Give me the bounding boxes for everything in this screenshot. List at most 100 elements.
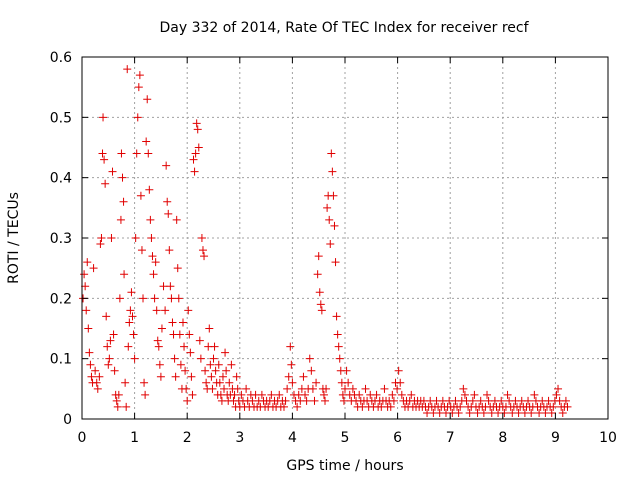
data-point bbox=[170, 354, 179, 363]
data-point bbox=[208, 384, 217, 393]
data-point bbox=[200, 252, 209, 261]
data-point bbox=[140, 378, 149, 387]
data-point bbox=[327, 149, 336, 158]
data-point bbox=[332, 312, 341, 321]
data-point bbox=[312, 378, 321, 387]
data-point bbox=[157, 324, 166, 333]
data-point bbox=[154, 342, 163, 351]
data-point bbox=[147, 234, 156, 242]
data-point bbox=[178, 318, 187, 327]
data-point bbox=[222, 366, 231, 375]
data-point bbox=[132, 149, 141, 158]
data-point bbox=[120, 270, 129, 279]
data-point bbox=[561, 396, 570, 405]
data-point bbox=[97, 234, 106, 242]
y-axis-label: ROTI / TECUs bbox=[6, 192, 22, 284]
data-point bbox=[299, 372, 308, 381]
data-point bbox=[310, 396, 319, 405]
data-point bbox=[84, 324, 93, 333]
data-point bbox=[108, 167, 117, 176]
data-point bbox=[192, 119, 201, 128]
data-point bbox=[121, 378, 130, 387]
data-point bbox=[196, 354, 205, 363]
data-point bbox=[136, 191, 145, 200]
data-point bbox=[328, 167, 337, 176]
data-point bbox=[112, 396, 121, 405]
data-point bbox=[137, 246, 146, 255]
data-point bbox=[547, 408, 556, 417]
y-tick-label: 0.3 bbox=[50, 231, 72, 247]
data-point bbox=[101, 179, 110, 188]
data-point bbox=[233, 384, 242, 393]
x-tick-label: 8 bbox=[498, 430, 507, 446]
data-point bbox=[315, 288, 324, 297]
data-point bbox=[380, 384, 389, 393]
data-point bbox=[95, 372, 104, 381]
data-point bbox=[180, 342, 189, 351]
data-point bbox=[86, 360, 95, 369]
data-point bbox=[167, 294, 176, 303]
data-point bbox=[456, 402, 465, 411]
data-point bbox=[194, 143, 203, 152]
data-point bbox=[119, 197, 128, 206]
data-point bbox=[162, 161, 171, 170]
data-point bbox=[106, 336, 115, 345]
data-point bbox=[185, 330, 194, 339]
data-point bbox=[215, 378, 224, 387]
data-point bbox=[116, 215, 125, 224]
data-point bbox=[558, 408, 567, 417]
data-point bbox=[183, 396, 192, 405]
data-point bbox=[96, 240, 105, 249]
data-point bbox=[218, 372, 227, 381]
data-point bbox=[99, 113, 108, 122]
data-point bbox=[144, 149, 153, 158]
data-point bbox=[302, 396, 311, 405]
data-point bbox=[220, 384, 229, 393]
data-point bbox=[125, 318, 134, 327]
data-point bbox=[468, 396, 477, 405]
data-point bbox=[201, 366, 210, 375]
data-point bbox=[202, 378, 211, 387]
data-point bbox=[326, 240, 335, 249]
data-point bbox=[330, 221, 339, 230]
x-tick-label: 9 bbox=[551, 430, 560, 446]
data-point bbox=[257, 390, 266, 399]
data-point bbox=[206, 360, 215, 369]
y-tick-label: 0.5 bbox=[50, 110, 72, 126]
y-tick-label: 0.6 bbox=[50, 50, 72, 66]
data-point bbox=[530, 390, 539, 399]
data-point bbox=[361, 384, 370, 393]
data-point bbox=[283, 384, 292, 393]
data-point bbox=[325, 215, 334, 224]
x-tick-label: 2 bbox=[183, 430, 192, 446]
data-point bbox=[237, 390, 246, 399]
data-point bbox=[173, 264, 182, 273]
data-point bbox=[341, 384, 349, 393]
data-point bbox=[89, 264, 98, 273]
y-tick-label: 0.2 bbox=[50, 291, 72, 307]
data-point bbox=[314, 252, 323, 261]
data-point bbox=[175, 330, 184, 339]
data-point bbox=[331, 258, 340, 267]
data-point bbox=[355, 390, 364, 399]
data-point bbox=[386, 402, 395, 411]
data-point bbox=[479, 408, 488, 417]
data-point bbox=[155, 360, 164, 369]
data-point bbox=[130, 354, 139, 363]
data-point bbox=[135, 71, 144, 80]
data-point bbox=[563, 402, 572, 411]
data-point bbox=[191, 149, 200, 158]
data-point bbox=[308, 384, 317, 393]
data-point bbox=[113, 402, 122, 411]
data-point bbox=[288, 378, 297, 387]
data-point bbox=[187, 372, 196, 381]
data-point bbox=[176, 360, 185, 369]
data-point bbox=[524, 396, 533, 405]
data-point bbox=[82, 306, 91, 315]
data-point bbox=[459, 384, 468, 393]
data-point bbox=[110, 366, 119, 375]
data-point bbox=[205, 324, 214, 333]
gridlines bbox=[82, 57, 608, 419]
data-point bbox=[161, 306, 170, 315]
